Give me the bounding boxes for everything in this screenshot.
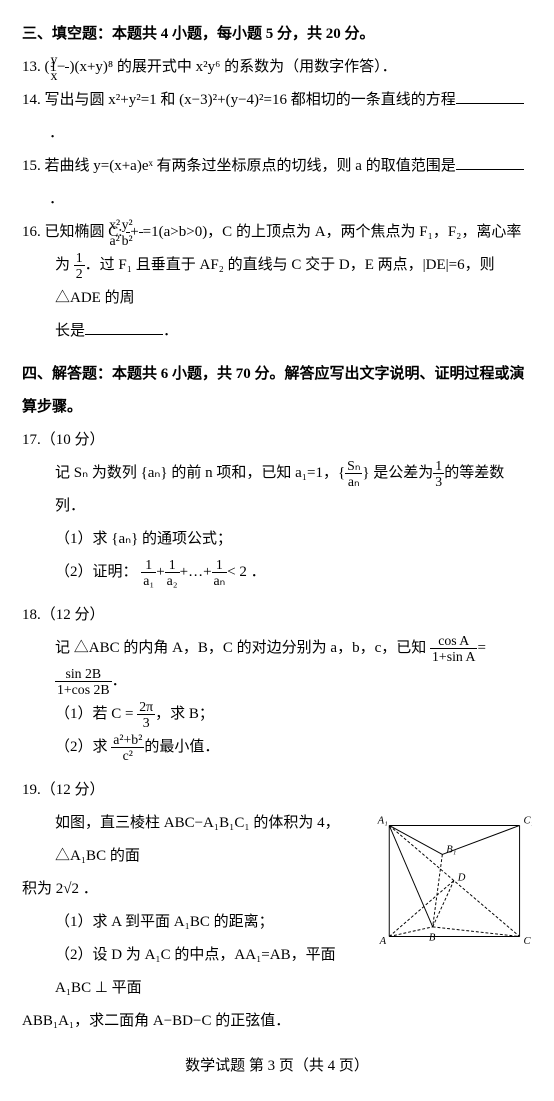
q18-f2: sin 2B1+cos 2B [55, 666, 112, 697]
q15-a: 若曲线 y=(x+a)eˣ 有两条过坐标原点的切线，则 a 的取值范围是 [45, 158, 456, 174]
q17-f1: Sₙaₙ [345, 458, 362, 489]
q16-c: 为 [55, 257, 70, 273]
q16-d: ．过 F₁ 且垂直于 AF₂ 的直线与 C 交于 D，E 两点，|DE|=6，则… [55, 257, 495, 306]
q18-p2: （2）求 a²+b²c²的最小值． [22, 731, 532, 764]
q14-blank [456, 103, 524, 104]
q14: 14. 写出与圆 x²+y²=1 和 (x−3)²+(y−4)²=16 都相切的… [22, 84, 532, 150]
svg-text:C₁: C₁ [523, 816, 532, 827]
q18-body: 记 △ABC 的内角 A，B，C 的对边分别为 a，b，c，已知 cos A1+… [22, 632, 532, 698]
q17-pl1: + [156, 564, 164, 580]
q17-p2: （2）证明： 1a₁+1a₂+…+1aₙ< 2 ． [22, 556, 532, 589]
q17-fa1: 1a₁ [141, 557, 156, 588]
svg-text:B: B [429, 932, 436, 943]
q15-num: 15. [22, 158, 41, 174]
q19-num: 19. [22, 782, 41, 798]
q17-fa2: 1a₂ [165, 557, 180, 588]
q15-b: ． [49, 191, 64, 207]
q13-b: )(x+y)⁸ 的展开式中 x²y⁶ 的系数为 [69, 59, 284, 75]
q17-b: } 是公差为 [362, 465, 433, 481]
q16-line2: 为 12．过 F₁ 且垂直于 AF₂ 的直线与 C 交于 D，E 两点，|DE|… [22, 249, 532, 315]
svg-text:D: D [457, 873, 466, 884]
q17-body: 记 Sₙ 为数列 {aₙ} 的前 n 项和，已知 a₁=1，{Sₙaₙ} 是公差… [22, 457, 532, 523]
q16-e: 长是 [55, 323, 85, 339]
q17-a: 记 Sₙ 为数列 {aₙ} 的前 n 项和，已知 a₁=1，{ [55, 465, 345, 481]
q18-p2b: 的最小值． [144, 739, 219, 755]
q18-dot: ． [112, 673, 127, 689]
q13-c: （用数字作答）． [284, 59, 397, 75]
q16-b: =1(a>b>0)，C 的上顶点为 A，两个焦点为 F₁，F₂，离心率 [143, 224, 522, 240]
q19-p3: ABB₁A₁，求二面角 A−BD−C 的正弦值． [22, 1005, 532, 1038]
q18-fc: 2π3 [137, 699, 155, 730]
q16-f3: 12 [74, 250, 85, 281]
q18: 18.（12 分） [22, 599, 532, 632]
q16-num: 16. [22, 224, 41, 240]
q18-p1a: （1）若 C = [55, 706, 133, 722]
q16-blank [85, 334, 163, 335]
q18-a: 记 △ABC 的内角 A，B，C 的对边分别为 a，b，c，已知 [55, 640, 426, 656]
q17-f2: 13 [433, 458, 444, 489]
q18-p2a: （2）求 [55, 739, 108, 755]
q19-pts: （12 分） [41, 782, 105, 798]
q16-line3: 长是 ． [22, 315, 532, 348]
svg-text:C: C [523, 936, 531, 947]
q18-pts: （12 分） [41, 607, 105, 623]
q15-blank [456, 169, 524, 170]
q14-a: 写出与圆 x²+y²=1 和 (x−3)²+(y−4)²=16 都相切的一条直线… [45, 92, 456, 108]
q18-f1: cos A1+sin A [430, 633, 477, 664]
section4-header: 四、解答题：本题共 6 小题，共 70 分。解答应写出文字说明、证明过程或演算步… [22, 358, 532, 424]
q18-p1b: ，求 B； [155, 706, 214, 722]
q19: 19.（12 分） [22, 774, 532, 807]
q16: 16. 已知椭圆 C: x²a²+y²b²=1(a>b>0)，C 的上顶点为 A… [22, 216, 532, 249]
page-footer: 数学试题 第 3 页（共 4 页） [22, 1050, 532, 1083]
svg-text:B₁: B₁ [446, 845, 456, 856]
q16-f: ． [163, 323, 178, 339]
q18-p1: （1）若 C = 2π3，求 B； [22, 698, 532, 731]
prism-figure: A B C A₁ B₁ C₁ D [372, 811, 532, 951]
q17-dots: +…+ [180, 564, 212, 580]
q17-fan: 1aₙ [212, 557, 228, 588]
q17-num: 17. [22, 432, 41, 448]
q14-num: 14. [22, 92, 41, 108]
q13-num: 13. [22, 59, 41, 75]
q14-b: ． [49, 125, 64, 141]
q13: 13. (1−yx)(x+y)⁸ 的展开式中 x²y⁶ 的系数为（用数字作答）． [22, 51, 532, 84]
q17-lt: < 2 ． [227, 564, 265, 580]
q15: 15. 若曲线 y=(x+a)eˣ 有两条过坐标原点的切线，则 a 的取值范围是… [22, 150, 532, 216]
q17-p1: （1）求 {aₙ} 的通项公式； [22, 523, 532, 556]
svg-text:A: A [379, 936, 387, 947]
svg-text:A₁: A₁ [377, 816, 388, 827]
q17-pts: （10 分） [41, 432, 105, 448]
q18-fp: a²+b²c² [111, 732, 144, 763]
q17: 17.（10 分） [22, 424, 532, 457]
q18-eq: = [477, 640, 485, 656]
q18-num: 18. [22, 607, 41, 623]
section3-header: 三、填空题：本题共 4 小题，每小题 5 分，共 20 分。 [22, 18, 532, 51]
q17-p2a: （2）证明： [55, 564, 138, 580]
